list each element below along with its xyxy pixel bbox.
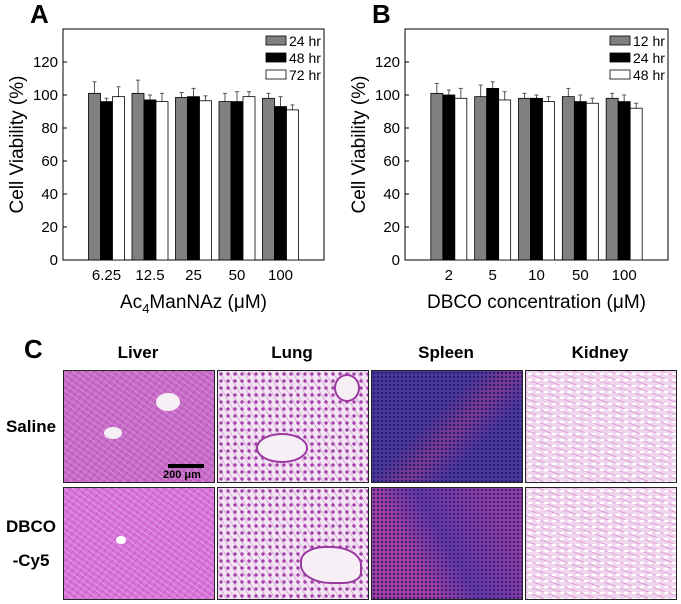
bar [430,92,444,261]
bar [518,97,531,261]
y-tick-label: 60 [41,153,58,170]
bar [112,96,125,261]
y-tick-label: 20 [41,219,58,236]
lung-saline-image [217,370,369,483]
column-header-liver: Liver [117,343,159,362]
legend-label: 12 hr [633,33,665,49]
x-tick-label: 100 [268,267,293,284]
scale-bar [168,464,204,468]
y-tick-label: 60 [383,153,400,170]
y-tick-label: 0 [392,252,400,269]
x-tick-label: 5 [488,267,496,284]
column-header-spleen: Spleen [418,343,474,362]
x-tick-label: 50 [229,267,246,284]
bar [199,100,212,261]
bar [573,101,587,261]
x-tick-label: 100 [612,267,637,284]
bar [262,97,275,261]
x-tick-label: 12.5 [135,267,164,284]
kidney-dbco-cy5-image [525,487,677,600]
legend-label: 24 hr [289,33,321,49]
row-header-saline: Saline [5,417,57,436]
bar [605,97,619,261]
row-header-dbco: DBCO [5,517,57,536]
y-tick-label: 100 [33,87,58,104]
legend-swatch [609,52,631,63]
bar [286,109,299,261]
legend-label: 48 hr [289,50,321,66]
x-tick-label: 50 [572,267,589,284]
legend-swatch [265,52,287,63]
legend-label: 24 hr [633,50,665,66]
y-tick-label: 100 [375,87,400,104]
lung-dbco-cy5-image [217,487,369,600]
bar [242,96,256,261]
bar [498,99,512,261]
legend-label: 72 hr [289,67,321,83]
bar [143,99,157,261]
column-header-lung: Lung [271,343,313,362]
legend-swatch [265,35,287,46]
bar [530,97,543,261]
y-axis-title: Cell Viability (%) [349,76,370,214]
bar [131,92,145,261]
legend-swatch [609,35,631,46]
x-tick-label: 25 [185,267,202,284]
liver-saline-image: 200 μm [63,370,215,483]
y-tick-label: 120 [375,54,400,71]
bar [542,101,555,261]
column-header-kidney: Kidney [571,343,629,362]
bar [617,101,631,261]
bar [454,97,468,261]
liver-dbco-cy5-image [63,487,215,600]
y-tick-label: 40 [383,186,400,203]
y-axis-title: Cell Viability (%) [7,76,28,214]
bar [155,101,169,261]
row-header-cy5: -Cy5 [12,551,50,570]
y-tick-label: 80 [41,120,58,137]
x-tick-label: 10 [528,267,545,284]
x-tick-label: 6.25 [92,267,121,284]
y-tick-label: 40 [41,186,58,203]
bar [561,96,575,261]
y-tick-label: 80 [383,120,400,137]
panel-label-b: B [372,0,391,29]
spleen-dbco-cy5-image [371,487,523,600]
bar [230,101,244,261]
x-axis-title: DBCO concentration (μM) [427,292,646,313]
spleen-saline-image [371,370,523,483]
x-axis-title: Ac4ManNAz (μM) [120,292,267,316]
panel-label-c: C [24,334,43,364]
y-tick-label: 0 [50,252,58,269]
bar [585,102,599,261]
bar [474,96,488,261]
bar [187,96,200,261]
panel-label-a: A [30,0,49,29]
y-tick-label: 20 [383,219,400,236]
bar [629,107,643,261]
y-tick-label: 120 [33,54,58,71]
bar [100,101,113,261]
bar [486,88,500,261]
scale-bar-label: 200 μm [163,469,201,481]
bar [218,101,232,261]
legend-label: 48 hr [633,67,665,83]
kidney-saline-image [525,370,677,483]
bar [175,97,188,261]
bar [274,106,287,261]
legend-swatch [265,69,287,80]
bar [442,94,456,261]
legend-swatch [609,69,631,80]
bar [88,92,101,261]
x-tick-label: 2 [445,267,453,284]
